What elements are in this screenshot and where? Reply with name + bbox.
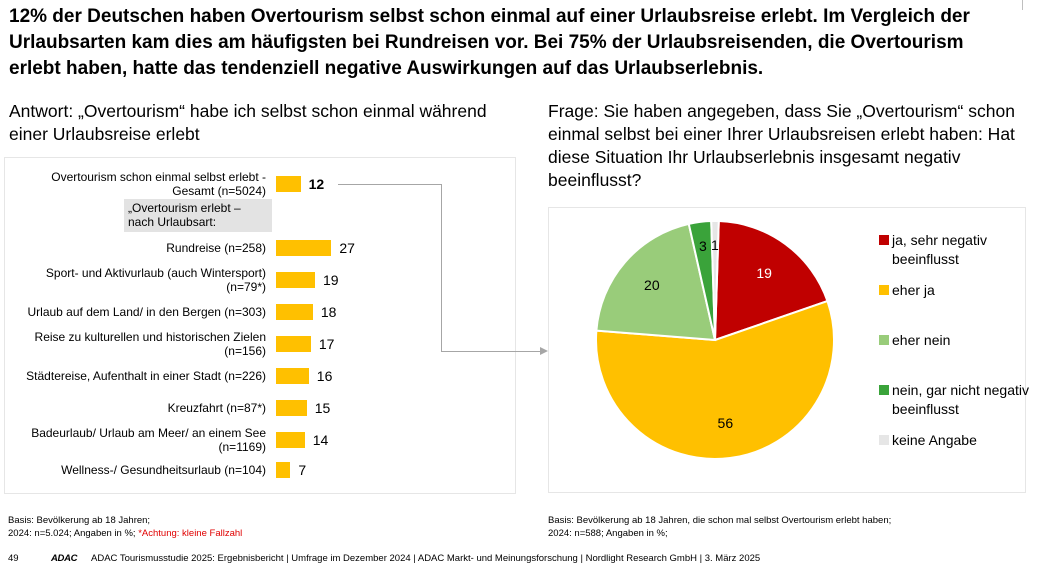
legend-item: eher nein xyxy=(879,331,1029,350)
legend-item: ja, sehr negativ beeinflusst xyxy=(879,231,1029,269)
pie-value-label: 19 xyxy=(756,264,772,281)
left-chart-title: Antwort: „Overtourism“ habe ich selbst s… xyxy=(9,101,487,144)
bar-value-label: 14 xyxy=(312,432,329,448)
legend-label: ja, sehr negativ beeinflusst xyxy=(892,232,987,267)
bar-category-label: Wellness-/ Gesundheitsurlaub (n=104) xyxy=(61,463,266,477)
pie-value-label: 56 xyxy=(717,414,734,431)
legend-item: eher ja xyxy=(879,281,1029,300)
legend-label: eher nein xyxy=(892,332,951,348)
legend-swatch xyxy=(879,335,889,345)
basis-note-left: Basis: Bevölkerung ab 18 Jahren; 2024: n… xyxy=(8,514,242,540)
legend-item: keine Angabe xyxy=(879,431,1029,450)
bar-category-label: Overtourism schon einmal selbst erlebt -… xyxy=(51,170,266,198)
pie-value-label: 1 xyxy=(711,236,719,253)
legend-swatch xyxy=(879,235,889,245)
bar xyxy=(276,368,309,384)
legend-label: nein, gar nicht negativ beeinflusst xyxy=(892,382,1029,417)
bar xyxy=(276,240,332,256)
connector-line xyxy=(441,184,442,351)
headline: 12% der Deutschen haben Overtourism selb… xyxy=(9,6,970,79)
small-sample-warning: *Achtung: kleine Fallzahl xyxy=(138,528,243,539)
bar-value-label: 17 xyxy=(318,336,335,352)
basis-left-line2: 2024: n=5.024; Angaben in %; *Achtung: k… xyxy=(8,527,242,540)
pie-slice-keine-angabe xyxy=(710,220,720,341)
group-label-box: „Overtourism erlebt – nach Urlaubsart: xyxy=(124,199,272,232)
bar xyxy=(276,400,307,416)
basis-right-line2: 2024: n=588; Angaben in %; xyxy=(548,528,668,539)
bar-value-label: 27 xyxy=(339,240,355,256)
legend-swatch xyxy=(879,285,889,295)
corner-divider xyxy=(1022,0,1023,10)
legend-swatch xyxy=(879,385,889,395)
pie-slice-eher-ja xyxy=(595,299,835,460)
legend-item: nein, gar nicht negativ beeinflusst xyxy=(879,381,1029,419)
connector-line xyxy=(441,351,541,352)
pie-value-label: 20 xyxy=(644,277,660,294)
bar-category-label: Rundreise (n=258) xyxy=(166,241,266,255)
bar-value-label: 19 xyxy=(322,272,339,288)
pie-value-label: 3 xyxy=(698,237,707,254)
bar-category-label: Städtereise, Aufenthalt in einer Stadt (… xyxy=(26,369,266,383)
pie-chart-panel xyxy=(548,207,1026,493)
bar-value-label: 15 xyxy=(314,400,331,416)
page-number: 49 xyxy=(8,553,19,564)
pie-chart xyxy=(595,220,835,460)
pie-slice-eher-nein xyxy=(595,222,717,342)
bar-value-label: 16 xyxy=(316,368,333,384)
bar xyxy=(276,176,301,192)
basis-left-text: 2024: n=5.024; Angaben in %; xyxy=(8,528,139,539)
bar xyxy=(276,304,313,320)
bar xyxy=(276,462,291,478)
legend-swatch xyxy=(879,435,889,445)
bar-category-label: Sport- und Aktivurlaub (auch Wintersport… xyxy=(45,266,266,294)
footer-source: ADAC Tourismusstudie 2025: Ergebnisberic… xyxy=(91,553,761,564)
bar-value-label: 12 xyxy=(308,176,325,192)
bar-category-label: Badeurlaub/ Urlaub am Meer/ an einem See… xyxy=(31,426,266,454)
bar xyxy=(276,432,305,448)
basis-left-line1: Basis: Bevölkerung ab 18 Jahren; xyxy=(8,515,151,526)
basis-note-right: Basis: Bevölkerung ab 18 Jahren, die sch… xyxy=(548,514,891,540)
bar-chart-panel xyxy=(4,157,516,494)
bar-category-label: Reise zu kulturellen und historischen Zi… xyxy=(34,330,266,358)
bar-value-label: 7 xyxy=(298,462,307,478)
bar xyxy=(276,336,311,352)
right-chart-title: Frage: Sie haben angegeben, dass Sie „Ov… xyxy=(548,101,1015,190)
bar-category-label: Kreuzfahrt (n=87*) xyxy=(167,401,266,415)
legend-label: keine Angabe xyxy=(892,432,977,448)
connector-line xyxy=(338,184,441,185)
adac-logo: ADAC xyxy=(51,553,78,564)
legend-label: eher ja xyxy=(892,282,935,298)
bar-value-label: 18 xyxy=(320,304,337,320)
basis-right-line1: Basis: Bevölkerung ab 18 Jahren, die sch… xyxy=(548,515,892,526)
bar-category-label: Urlaub auf dem Land/ in den Bergen (n=30… xyxy=(27,305,267,319)
bar xyxy=(276,272,315,288)
connector-arrow-icon xyxy=(540,347,548,355)
